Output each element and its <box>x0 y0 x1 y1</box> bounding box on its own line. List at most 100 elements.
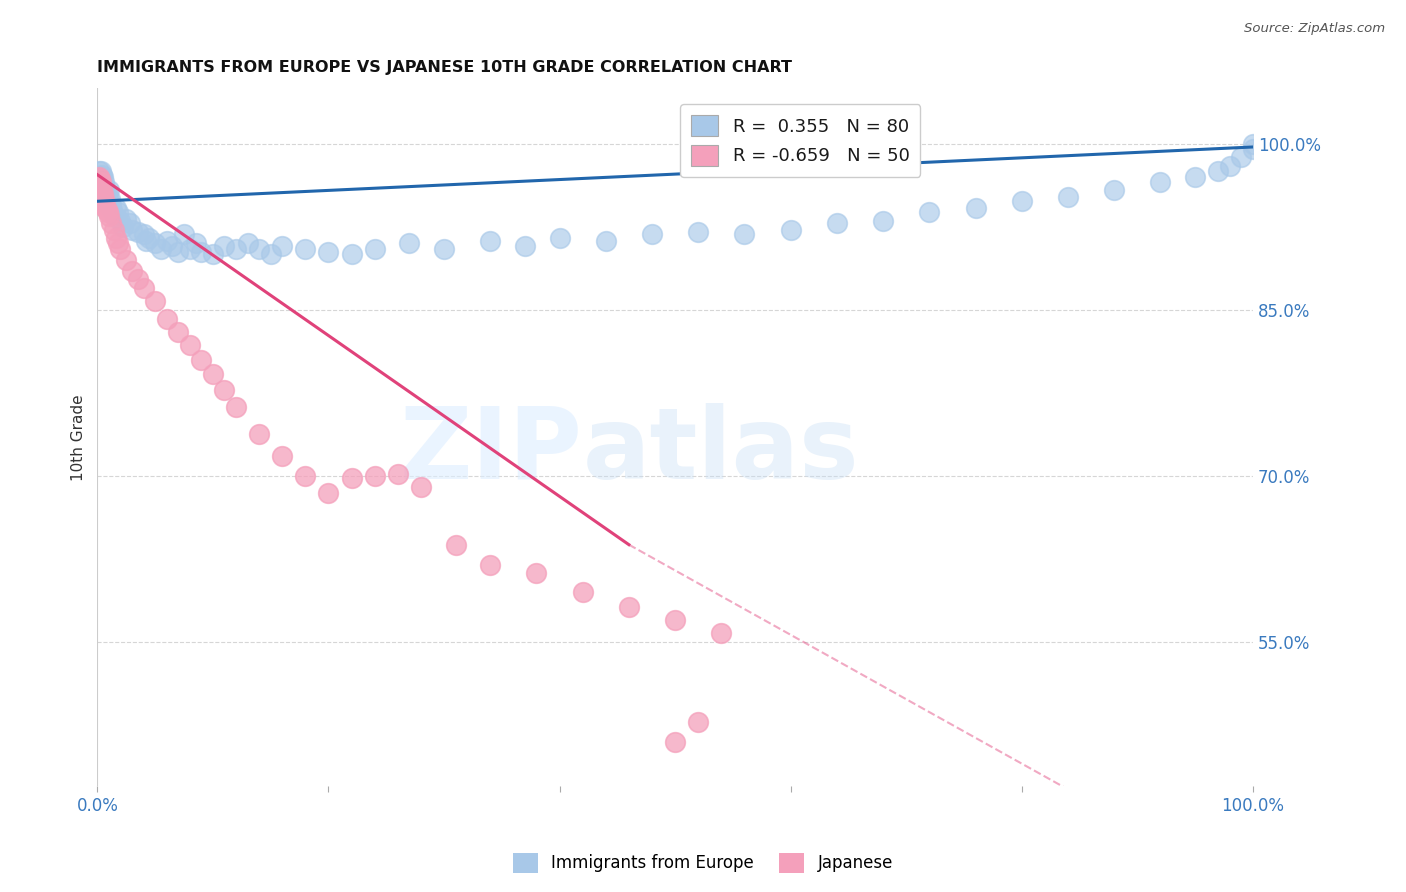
Point <box>779 223 801 237</box>
Point <box>100 216 122 230</box>
Point <box>91 168 114 182</box>
Point <box>247 242 270 256</box>
Point <box>872 214 894 228</box>
Point <box>179 338 201 352</box>
Point <box>733 227 755 242</box>
Point <box>260 247 283 261</box>
Point <box>433 242 456 256</box>
Legend: Immigrants from Europe, Japanese: Immigrants from Europe, Japanese <box>506 847 900 880</box>
Point <box>98 192 121 206</box>
Point <box>91 190 114 204</box>
Point <box>513 238 536 252</box>
Point <box>110 242 132 256</box>
Point <box>89 181 111 195</box>
Text: ZIP: ZIP <box>399 402 582 500</box>
Point <box>173 227 195 242</box>
Point <box>97 190 120 204</box>
Point <box>664 735 686 749</box>
Point <box>167 245 190 260</box>
Point <box>526 566 548 581</box>
Point <box>641 227 664 242</box>
Point <box>479 558 502 572</box>
Point <box>149 242 172 256</box>
Text: IMMIGRANTS FROM EUROPE VS JAPANESE 10TH GRADE CORRELATION CHART: IMMIGRANTS FROM EUROPE VS JAPANESE 10TH … <box>97 60 793 75</box>
Point <box>138 231 160 245</box>
Point <box>91 186 114 201</box>
Point <box>225 242 247 256</box>
Point <box>617 599 640 614</box>
Point <box>363 242 385 256</box>
Point <box>87 178 110 192</box>
Point <box>93 200 115 214</box>
Point <box>91 183 114 197</box>
Text: atlas: atlas <box>582 402 859 500</box>
Point <box>87 164 110 178</box>
Point <box>318 485 340 500</box>
Point <box>247 426 270 441</box>
Point <box>271 449 294 463</box>
Point <box>201 247 224 261</box>
Point <box>225 401 247 415</box>
Point <box>710 626 733 640</box>
Point <box>121 223 143 237</box>
Point <box>91 178 114 193</box>
Point <box>201 367 224 381</box>
Point <box>96 194 118 209</box>
Point <box>1011 194 1033 209</box>
Point <box>89 169 111 184</box>
Point <box>318 245 340 260</box>
Point <box>93 192 115 206</box>
Point <box>101 203 124 218</box>
Point <box>387 467 409 481</box>
Point <box>94 197 117 211</box>
Point <box>90 164 112 178</box>
Point <box>127 272 149 286</box>
Point <box>104 231 127 245</box>
Point <box>162 238 184 252</box>
Point <box>1102 183 1125 197</box>
Point <box>1057 190 1080 204</box>
Point <box>143 293 166 308</box>
Point <box>156 311 179 326</box>
Point <box>184 236 207 251</box>
Point <box>121 264 143 278</box>
Point <box>965 201 987 215</box>
Point <box>104 201 127 215</box>
Point <box>294 242 316 256</box>
Point <box>236 236 259 251</box>
Point <box>93 176 115 190</box>
Point <box>100 197 122 211</box>
Legend: R =  0.355   N = 80, R = -0.659   N = 50: R = 0.355 N = 80, R = -0.659 N = 50 <box>681 104 921 177</box>
Point <box>118 216 141 230</box>
Point <box>90 172 112 186</box>
Point <box>91 194 114 209</box>
Point <box>91 169 114 184</box>
Point <box>825 216 848 230</box>
Point <box>1219 159 1241 173</box>
Point <box>918 205 941 219</box>
Point <box>1241 136 1264 151</box>
Point <box>167 325 190 339</box>
Y-axis label: 10th Grade: 10th Grade <box>72 394 86 481</box>
Point <box>89 172 111 186</box>
Point <box>107 205 129 219</box>
Point <box>571 585 593 599</box>
Point <box>97 205 120 219</box>
Point <box>271 238 294 252</box>
Point <box>444 538 467 552</box>
Point <box>1241 142 1264 156</box>
Point <box>1206 164 1229 178</box>
Point <box>89 176 111 190</box>
Point <box>190 245 212 260</box>
Point <box>156 234 179 248</box>
Point <box>103 223 125 237</box>
Point <box>90 184 112 198</box>
Point <box>94 188 117 202</box>
Point <box>94 181 117 195</box>
Point <box>127 225 149 239</box>
Point <box>688 714 710 729</box>
Point <box>104 209 127 223</box>
Point <box>135 234 157 248</box>
Point <box>143 236 166 251</box>
Point <box>214 238 236 252</box>
